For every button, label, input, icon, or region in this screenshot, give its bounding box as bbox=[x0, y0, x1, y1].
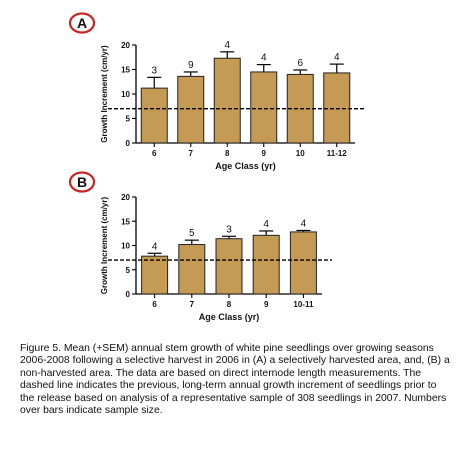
panel-label-circle bbox=[68, 171, 96, 193]
y-tick-label: 20 bbox=[121, 41, 130, 50]
bar-11-12 bbox=[323, 72, 351, 144]
y-axis-title: Growth Increment (cm/yr) bbox=[100, 196, 109, 294]
sample-size-label: 4 bbox=[334, 52, 340, 63]
x-tick-label: 11-12 bbox=[327, 149, 348, 158]
y-axis-title: Growth Increment (cm/yr) bbox=[100, 45, 109, 143]
y-tick-label: 5 bbox=[126, 266, 131, 275]
figure-caption: Figure 5. Mean (+SEM) annual stem growth… bbox=[20, 343, 450, 417]
x-tick-label: 6 bbox=[152, 149, 157, 158]
sample-size-label: 4 bbox=[301, 218, 307, 229]
y-tick-label: 15 bbox=[121, 66, 130, 75]
bar-8 bbox=[213, 57, 241, 144]
sample-size-label: 5 bbox=[189, 228, 195, 239]
bar-7 bbox=[177, 75, 205, 144]
bar-7 bbox=[178, 244, 206, 295]
bar-6 bbox=[141, 255, 169, 295]
x-tick-label: 8 bbox=[227, 300, 232, 309]
y-tick-label: 10 bbox=[121, 242, 130, 251]
x-tick-label: 6 bbox=[152, 300, 157, 309]
sample-size-label: 3 bbox=[151, 65, 157, 76]
sample-size-label: 3 bbox=[226, 224, 232, 235]
bar-8 bbox=[215, 238, 243, 295]
sample-size-label: 4 bbox=[224, 40, 230, 51]
y-tick-label: 5 bbox=[126, 115, 131, 124]
x-tick-label: 8 bbox=[225, 149, 230, 158]
panel-label: A bbox=[77, 15, 87, 31]
sample-size-label: 4 bbox=[261, 53, 267, 64]
y-tick-label: 10 bbox=[121, 90, 130, 99]
panel-label-circle bbox=[68, 12, 96, 34]
panel-b: B 0 5 10 15 20 4 6 5 7 3 8 4 9 4 10-11 Age Class (yr) Gro… bbox=[68, 171, 332, 322]
x-tick-label: 7 bbox=[189, 149, 194, 158]
y-tick-label: 20 bbox=[121, 193, 130, 202]
x-tick-label: 10-11 bbox=[293, 300, 314, 309]
panel-a: A 0 5 10 15 20 3 6 9 7 4 8 4 9 6 10 4 11-12 Age Class (yr)… bbox=[68, 12, 365, 171]
y-tick-label: 15 bbox=[121, 217, 130, 226]
panel-label: B bbox=[77, 174, 87, 190]
sample-size-label: 6 bbox=[297, 58, 303, 69]
y-tick-label: 0 bbox=[126, 290, 131, 299]
x-axis-title: Age Class (yr) bbox=[199, 312, 260, 322]
bar-9 bbox=[250, 71, 278, 144]
x-tick-label: 9 bbox=[262, 149, 267, 158]
x-tick-label: 7 bbox=[190, 300, 195, 309]
x-tick-label: 10 bbox=[296, 149, 305, 158]
bar-10-11 bbox=[289, 231, 317, 295]
sample-size-label: 4 bbox=[263, 219, 269, 230]
sample-size-label: 9 bbox=[188, 60, 194, 71]
x-tick-label: 9 bbox=[264, 300, 269, 309]
y-tick-label: 0 bbox=[126, 139, 131, 148]
bar-6 bbox=[140, 87, 168, 144]
bar-9 bbox=[252, 234, 280, 295]
x-axis-title: Age Class (yr) bbox=[215, 161, 276, 171]
sample-size-label: 4 bbox=[152, 241, 158, 252]
